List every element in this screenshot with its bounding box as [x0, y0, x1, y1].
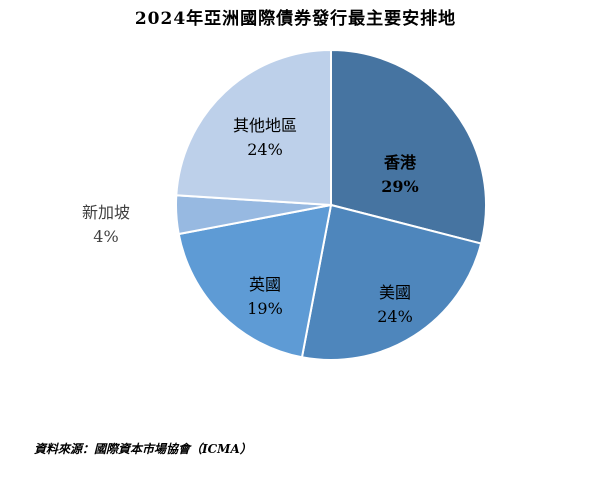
slice-label-0: 香港	[383, 153, 417, 172]
slice-label-2: 英國	[249, 275, 281, 294]
slice-value-3: 4%	[93, 227, 118, 246]
slice-label-4: 其他地區	[233, 116, 297, 135]
slice-label-3: 新加坡	[82, 203, 130, 222]
slice-value-2: 19%	[247, 299, 283, 318]
chart-title: 2024年亞洲國際債券發行最主要安排地	[134, 9, 457, 29]
slice-value-0: 29%	[381, 177, 418, 196]
pie-slice-4	[175, 48, 332, 207]
slice-value-1: 24%	[377, 307, 413, 326]
slice-value-4: 24%	[247, 140, 283, 159]
source-note: 資料來源：國際資本市場協會（ICMA）	[34, 442, 252, 456]
pie-slice-2	[177, 203, 333, 359]
pie-slice-1	[300, 203, 483, 361]
slice-label-1: 美國	[379, 283, 411, 302]
pie-slice-0	[330, 48, 487, 245]
